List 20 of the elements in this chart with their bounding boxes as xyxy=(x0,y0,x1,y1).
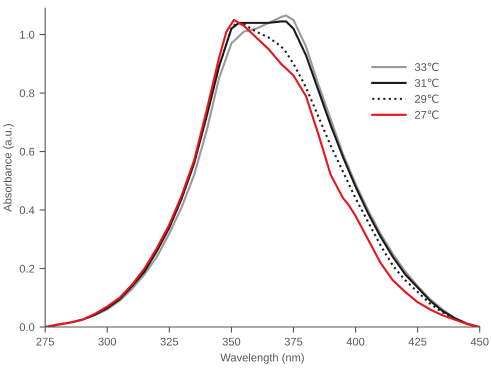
legend-label: 31℃ xyxy=(414,78,439,87)
legend-label: 33℃ xyxy=(414,62,439,72)
y-tick-label: 1.0 xyxy=(20,30,34,39)
x-tick-label: 300 xyxy=(98,338,116,346)
x-tick-label: 450 xyxy=(470,338,489,346)
x-axis-title: Wavelength (nm) xyxy=(220,353,304,364)
y-tick-label: 0.4 xyxy=(20,206,34,214)
legend-label: 29℃ xyxy=(415,94,439,103)
y-axis-title: Absorbance (a.u.) xyxy=(3,124,14,212)
x-tick-label: 325 xyxy=(160,338,178,346)
y-tick-label: 0.0 xyxy=(20,323,34,332)
y-tick-label: 0.2 xyxy=(20,264,34,273)
x-tick-label: 400 xyxy=(346,338,364,346)
x-tick-label: 425 xyxy=(408,338,426,346)
x-tick-label: 275 xyxy=(36,338,54,346)
x-tick-label: 375 xyxy=(284,338,302,346)
y-tick-label: 0.6 xyxy=(20,148,34,156)
x-tick-label: 350 xyxy=(222,338,240,346)
y-tick-label: 0.8 xyxy=(20,89,34,98)
legend-label: 27℃ xyxy=(415,110,439,119)
